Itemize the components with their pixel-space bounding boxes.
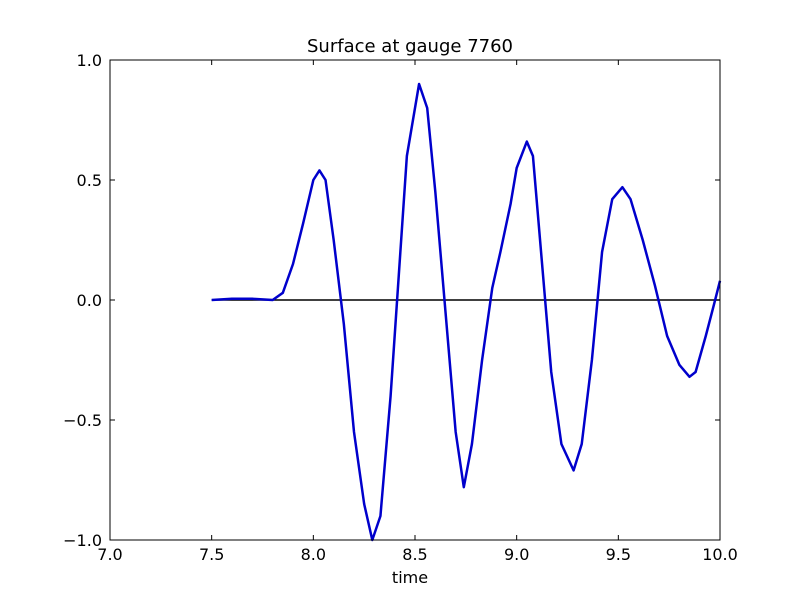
- x-tick-label: 10.0: [702, 545, 738, 564]
- y-tick-label: −0.5: [63, 411, 102, 430]
- x-tick-label: 7.0: [97, 545, 122, 564]
- x-axis-label: time: [392, 568, 428, 587]
- chart-title: Surface at gauge 7760: [307, 36, 513, 57]
- x-tick-label: 8.0: [301, 545, 326, 564]
- y-tick-label: 0.5: [77, 171, 102, 190]
- y-tick-label: 0.0: [77, 291, 102, 310]
- y-tick-label: 1.0: [77, 51, 102, 70]
- line: [211, 82, 722, 542]
- x-tick-label: 9.0: [504, 545, 529, 564]
- x-tick-label: 9.5: [606, 545, 631, 564]
- x-tick-label: 7.5: [199, 545, 224, 564]
- x-tick-label: 8.5: [402, 545, 427, 564]
- plot-frame: [109, 59, 721, 541]
- y-tick-label: −1.0: [63, 531, 102, 550]
